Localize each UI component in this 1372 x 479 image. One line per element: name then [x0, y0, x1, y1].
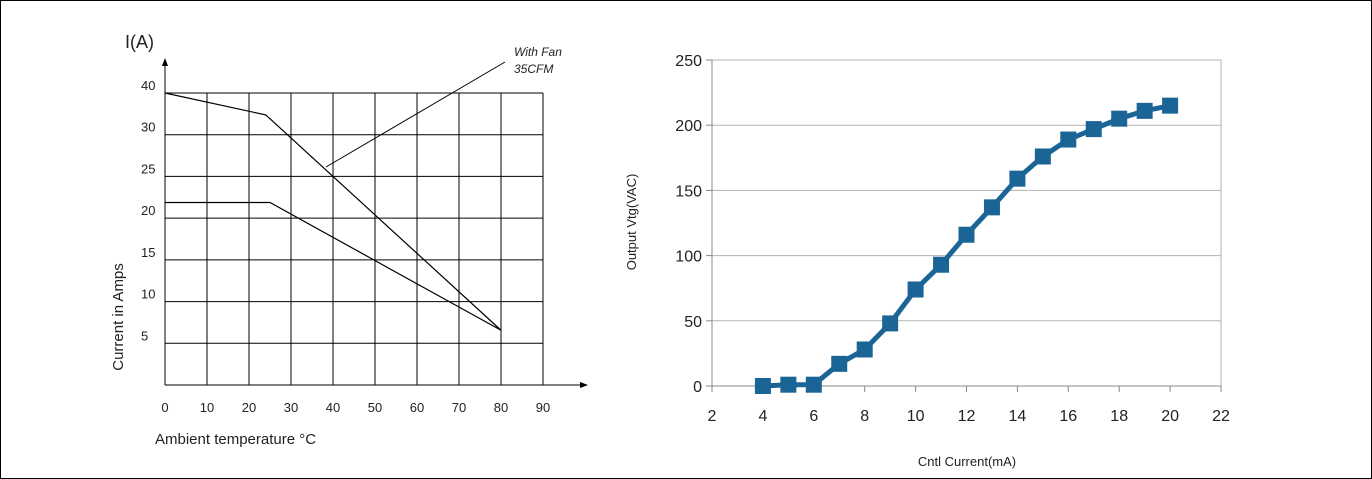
data-point [1060, 131, 1077, 148]
y-tick-label: 20 [141, 203, 155, 218]
y-tick-label: 40 [141, 78, 155, 93]
data-point [1162, 97, 1179, 114]
data-point [933, 256, 950, 273]
x-tick-label: 14 [1009, 408, 1027, 425]
y-axis-arrow [162, 58, 168, 66]
annotation-text: With Fan [514, 45, 562, 59]
y-tick-label: 50 [684, 314, 702, 331]
x-tick-label: 90 [536, 400, 550, 415]
x-tick-label: 40 [326, 400, 340, 415]
y-tick-label: 100 [675, 249, 702, 266]
x-tick-label: 10 [200, 400, 214, 415]
data-point [856, 341, 873, 358]
x-tick-label: 6 [809, 408, 818, 425]
x-axis-label: Cntl Current(mA) [918, 454, 1016, 469]
x-axis-arrow [580, 382, 588, 388]
data-point [1136, 102, 1153, 119]
data-point [907, 281, 924, 298]
data-point [1009, 170, 1026, 187]
x-tick-label: 20 [1161, 408, 1179, 425]
data-point [958, 226, 975, 243]
y-axis-label: Current in Amps [110, 263, 127, 371]
y-tick-label: 150 [675, 183, 702, 200]
series-line [164, 92, 502, 331]
x-tick-label: 12 [958, 408, 976, 425]
y-unit-label: I(A) [125, 32, 154, 52]
y-tick-label: 10 [141, 287, 155, 302]
y-tick-label: 25 [141, 161, 155, 176]
y-tick-label: 250 [675, 53, 702, 70]
y-tick-label: 5 [141, 328, 148, 343]
x-tick-label: 60 [410, 400, 424, 415]
y-tick-label: 0 [693, 379, 702, 396]
data-point [983, 199, 1000, 216]
x-tick-label: 70 [452, 400, 466, 415]
annotation-leader [325, 61, 506, 168]
x-tick-label: 30 [284, 400, 298, 415]
x-tick-label: 4 [758, 408, 767, 425]
data-point [754, 378, 771, 394]
y-tick-label: 30 [141, 120, 155, 135]
annotation-text: 35CFM [514, 62, 553, 76]
x-tick-label: 2 [708, 408, 717, 425]
series-line [762, 103, 1171, 389]
x-tick-label: 50 [368, 400, 382, 415]
data-point [882, 315, 899, 332]
x-tick-label: 16 [1059, 408, 1077, 425]
x-tick-label: 0 [161, 400, 168, 415]
data-point [1111, 110, 1128, 127]
y-tick-label: 200 [675, 118, 702, 135]
series-line [165, 201, 502, 331]
data-point [1034, 148, 1051, 165]
y-axis-label: Output Vtg(VAC) [624, 174, 639, 271]
data-point [805, 376, 822, 393]
x-axis-label: Ambient temperature °C [155, 431, 316, 448]
x-tick-label: 22 [1212, 408, 1230, 425]
x-tick-label: 80 [494, 400, 508, 415]
data-point [780, 376, 797, 393]
data-point [831, 355, 848, 372]
y-tick-label: 15 [141, 245, 155, 260]
x-tick-label: 10 [907, 408, 925, 425]
x-tick-label: 20 [242, 400, 256, 415]
x-tick-label: 8 [860, 408, 869, 425]
data-point [1085, 121, 1102, 138]
x-tick-label: 18 [1110, 408, 1128, 425]
